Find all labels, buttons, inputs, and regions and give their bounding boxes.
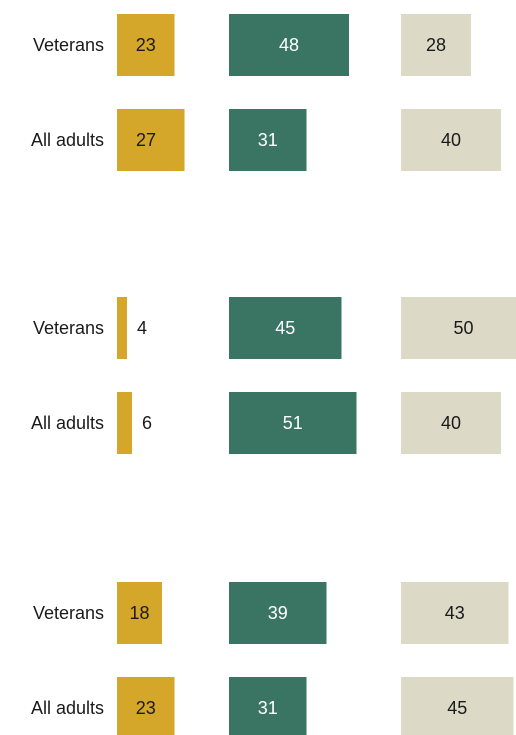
data-label: 40: [441, 413, 461, 433]
data-label: 40: [441, 130, 461, 150]
data-label: 23: [136, 35, 156, 55]
chart-group-3: Veterans 18 39 43 All adults 23 31 45: [31, 582, 514, 735]
bar-series-3: [401, 297, 516, 359]
bar-series-2: [229, 582, 327, 644]
data-label: 48: [279, 35, 299, 55]
row-label: All adults: [31, 130, 104, 150]
data-label: 45: [447, 698, 467, 718]
bar-series-3: [401, 677, 514, 735]
bar-series-2: [229, 677, 307, 735]
bar-series-1: [117, 109, 185, 171]
data-label: 45: [275, 318, 295, 338]
row-label: Veterans: [33, 603, 104, 623]
data-label: 4: [137, 318, 147, 338]
chart-group-1: Veterans 23 48 28 All adults 27 31 40: [31, 14, 501, 171]
bar-series-2: [229, 297, 342, 359]
row-label: Veterans: [33, 318, 104, 338]
bar-series-1: [117, 677, 175, 735]
bar-series-1: [117, 582, 162, 644]
row-label: All adults: [31, 698, 104, 718]
data-label: 50: [453, 318, 473, 338]
data-label: 39: [268, 603, 288, 623]
row-label: All adults: [31, 413, 104, 433]
bar-series-3: [401, 392, 501, 454]
bar-series-1: [117, 392, 132, 454]
chart-group-2: Veterans 4 45 50 All adults 6 51 40: [31, 297, 516, 454]
bar-series-1: [117, 14, 175, 76]
bar-series-2: [229, 14, 349, 76]
data-label: 27: [136, 130, 156, 150]
bar-series-1: [117, 297, 127, 359]
bar-series-3: [401, 109, 501, 171]
data-label: 23: [136, 698, 156, 718]
data-label: 28: [426, 35, 446, 55]
data-label: 43: [445, 603, 465, 623]
bar-series-2: [229, 109, 307, 171]
data-label: 31: [258, 130, 278, 150]
data-label: 51: [283, 413, 303, 433]
bar-series-3: [401, 582, 509, 644]
data-label: 18: [129, 603, 149, 623]
bar-series-3: [401, 14, 471, 76]
data-label: 31: [258, 698, 278, 718]
bar-series-2: [229, 392, 357, 454]
row-label: Veterans: [33, 35, 104, 55]
data-label: 6: [142, 413, 152, 433]
